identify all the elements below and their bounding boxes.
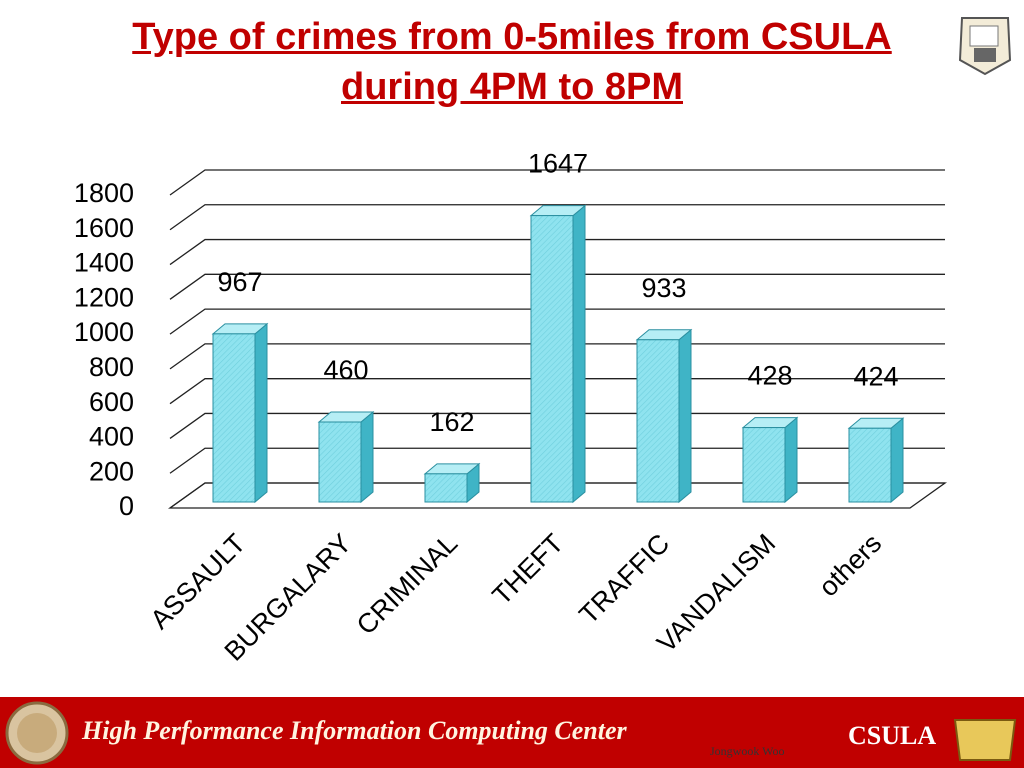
bar-front bbox=[212, 333, 256, 503]
bar bbox=[741, 416, 799, 504]
x-tick-label: CRIMINAL bbox=[351, 528, 463, 640]
bar-side bbox=[678, 328, 692, 504]
logo-bottom bbox=[953, 719, 1017, 761]
value-label: 933 bbox=[641, 273, 686, 303]
bar-front bbox=[848, 427, 892, 503]
bar bbox=[423, 462, 481, 504]
y-tick-label: 200 bbox=[89, 456, 134, 486]
floor bbox=[167, 482, 948, 509]
grid-line bbox=[169, 308, 945, 335]
bar-front bbox=[742, 427, 786, 503]
value-label: 460 bbox=[323, 355, 368, 385]
seal bbox=[5, 701, 69, 765]
grid-line bbox=[169, 238, 945, 266]
grid-line bbox=[169, 412, 945, 439]
bar-front bbox=[636, 339, 680, 503]
bar-front bbox=[318, 421, 362, 503]
x-tick-label: TRAFFIC bbox=[573, 528, 675, 630]
grid-line bbox=[169, 204, 945, 231]
bar bbox=[211, 322, 269, 504]
x-tick-label: THEFT bbox=[487, 528, 570, 611]
x-tick-label: ASSAULT bbox=[144, 528, 251, 635]
value-label: 1647 bbox=[528, 149, 588, 179]
grid-line bbox=[169, 273, 945, 300]
value-label: 428 bbox=[747, 361, 792, 391]
y-tick-label: 1400 bbox=[74, 248, 134, 278]
logo-top bbox=[958, 17, 1012, 76]
bar bbox=[529, 204, 587, 504]
chart-title: Type of crimes from 0-5miles from CSULA … bbox=[132, 16, 892, 108]
footer-author: Jongwook Woo bbox=[710, 744, 784, 758]
bar-front bbox=[424, 473, 468, 503]
y-tick-label: 1800 bbox=[74, 178, 134, 208]
bar-front bbox=[530, 215, 574, 503]
footer-bar bbox=[0, 697, 1024, 768]
bar bbox=[317, 410, 375, 504]
y-tick-label: 0 bbox=[119, 491, 134, 521]
bar-side bbox=[360, 410, 374, 504]
value-label: 162 bbox=[429, 407, 474, 437]
grid-line bbox=[169, 169, 945, 196]
grid-line bbox=[169, 378, 945, 405]
y-tick-label: 1000 bbox=[74, 317, 134, 347]
y-tick-label: 1600 bbox=[74, 213, 134, 243]
value-label: 424 bbox=[853, 361, 898, 391]
bar-side bbox=[784, 416, 798, 504]
bar bbox=[847, 417, 905, 504]
value-label: 967 bbox=[217, 267, 262, 297]
bar-side bbox=[890, 417, 904, 504]
footer-school: CSULA bbox=[848, 721, 936, 750]
grid-line bbox=[169, 447, 945, 474]
x-tick-label: others bbox=[813, 528, 887, 602]
y-tick-label: 600 bbox=[89, 387, 134, 417]
y-tick-label: 800 bbox=[89, 352, 134, 382]
bar-side bbox=[254, 322, 268, 504]
y-tick-label: 1200 bbox=[74, 282, 134, 312]
bar-side bbox=[572, 204, 586, 504]
grid-line bbox=[169, 343, 945, 370]
y-tick-label: 400 bbox=[89, 422, 134, 452]
bar bbox=[635, 328, 693, 504]
footer-center: High Performance Information Computing C… bbox=[81, 716, 628, 745]
